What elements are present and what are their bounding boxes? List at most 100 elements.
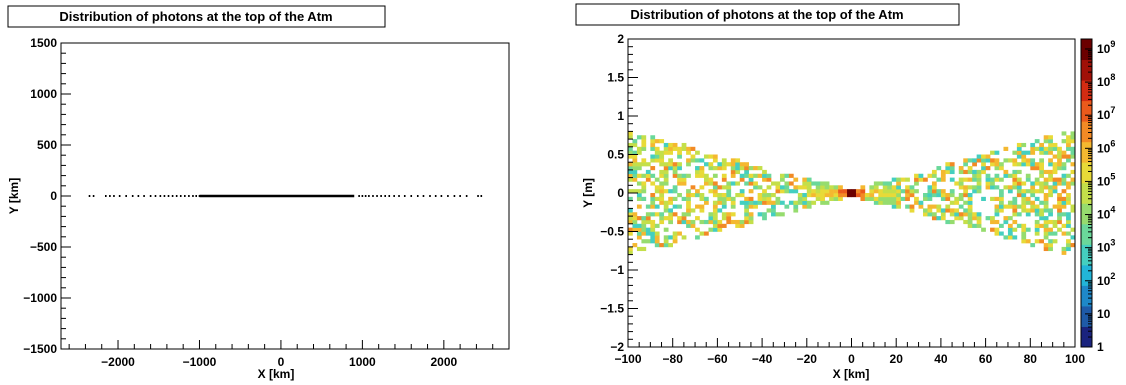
heatmap-cell (1007, 235, 1013, 240)
y-tick-label: 1000 (30, 87, 57, 101)
heatmap-cell (1048, 193, 1053, 198)
heatmap-cell (1034, 239, 1040, 244)
heatmap-cell (967, 185, 973, 190)
heatmap-cell (1034, 177, 1040, 182)
heatmap-cell (820, 196, 825, 201)
heatmap-cell (672, 231, 678, 236)
colorbar-tick-label: 102 (1097, 271, 1115, 288)
heatmap-cell (1021, 154, 1027, 159)
heatmap-cell (730, 200, 736, 205)
heatmap-cell (668, 219, 673, 225)
heatmap-cell (690, 154, 696, 159)
heatmap-cell (994, 173, 1000, 178)
heatmap-cell (963, 169, 969, 175)
heatmap-cell (1070, 177, 1076, 182)
photon-point (149, 195, 152, 197)
heatmap-cell (820, 181, 825, 186)
heatmap-cell (708, 227, 714, 232)
photon-point (465, 195, 468, 197)
heatmap-cell (628, 208, 633, 213)
heatmap-cell (1052, 146, 1058, 151)
heatmap-cell (802, 204, 808, 209)
heatmap-cell (1057, 196, 1062, 201)
heatmap-cell (641, 158, 647, 163)
heatmap-cell (851, 193, 857, 198)
photon-point (403, 195, 406, 197)
heatmap-cell (1070, 139, 1076, 144)
heatmap-cell (878, 181, 884, 186)
heatmap-cell (954, 200, 960, 205)
heatmap-cell (1043, 177, 1049, 182)
heatmap-cell (726, 212, 732, 217)
heatmap-cell (721, 158, 727, 163)
heatmap-cell (864, 193, 870, 198)
heatmap-cell (990, 227, 995, 232)
heatmap-cell (1066, 135, 1071, 140)
heatmap-cell (654, 239, 660, 244)
heatmap-cell (793, 185, 799, 190)
heatmap-cell (654, 204, 660, 209)
heatmap-cell (771, 193, 776, 198)
photon-point (459, 195, 461, 197)
heatmap-cell (686, 223, 691, 228)
heatmap-cell (887, 193, 893, 198)
heatmap-cell (963, 185, 969, 190)
colorbar-tick-label: 108 (1097, 72, 1115, 89)
heatmap-cell (1043, 169, 1049, 175)
heatmap-cell (668, 146, 673, 151)
heatmap-cell (905, 189, 910, 194)
heatmap-cell (677, 177, 682, 182)
heatmap-cell (994, 231, 1000, 236)
heatmap-cell (721, 162, 727, 167)
heatmap-cell (681, 216, 687, 221)
photon-point (416, 195, 419, 197)
heatmap-cell (949, 200, 955, 205)
heatmap-cell (1025, 227, 1031, 232)
heatmap-cell (628, 177, 633, 182)
heatmap-cell (999, 196, 1004, 201)
heatmap-cell (1057, 204, 1062, 209)
photon-point (88, 195, 91, 197)
heatmap-cell (744, 169, 749, 175)
heatmap-cell (797, 196, 803, 201)
heatmap-cell (645, 212, 651, 217)
heatmap-cell (914, 173, 919, 178)
heatmap-cell (1021, 227, 1027, 232)
heatmap-cell (1043, 231, 1049, 236)
heatmap-cell (686, 193, 691, 198)
heatmap-cell (811, 200, 817, 205)
heatmap-cell (815, 196, 821, 201)
heatmap-cell (1061, 131, 1067, 136)
heatmap-cell (999, 162, 1004, 167)
heatmap-cell (1057, 208, 1062, 213)
heatmap-cell (663, 227, 669, 232)
heatmap-cell (628, 250, 633, 255)
heatmap-cell (672, 146, 678, 151)
heatmap-cell (784, 204, 790, 209)
heatmap-cell (699, 196, 705, 201)
heatmap-cell (1043, 204, 1049, 209)
heatmap-cell (645, 227, 651, 232)
heatmap-cell (686, 173, 691, 178)
heatmap-cell (1034, 146, 1040, 151)
heatmap-cell (744, 166, 749, 171)
heatmap-cell (833, 189, 839, 194)
heatmap-cell (1043, 185, 1049, 190)
heatmap-cell (936, 204, 942, 209)
left-y-axis-label: Y [km] (7, 178, 21, 214)
heatmap-cell (936, 189, 942, 194)
heatmap-cell (663, 243, 669, 248)
heatmap-cell (1061, 189, 1067, 194)
heatmap-cell (981, 227, 986, 232)
heatmap-cell (869, 185, 875, 190)
heatmap-cell (1048, 146, 1053, 151)
heatmap-cell (1061, 196, 1067, 201)
heatmap-cell (636, 223, 642, 228)
heatmap-cell (632, 243, 638, 248)
heatmap-cell (1048, 162, 1053, 167)
heatmap-cell (699, 158, 705, 163)
heatmap-cell (972, 177, 977, 182)
heatmap-cell (1021, 196, 1027, 201)
heatmap-cell (641, 173, 647, 178)
heatmap-cell (1048, 185, 1053, 190)
